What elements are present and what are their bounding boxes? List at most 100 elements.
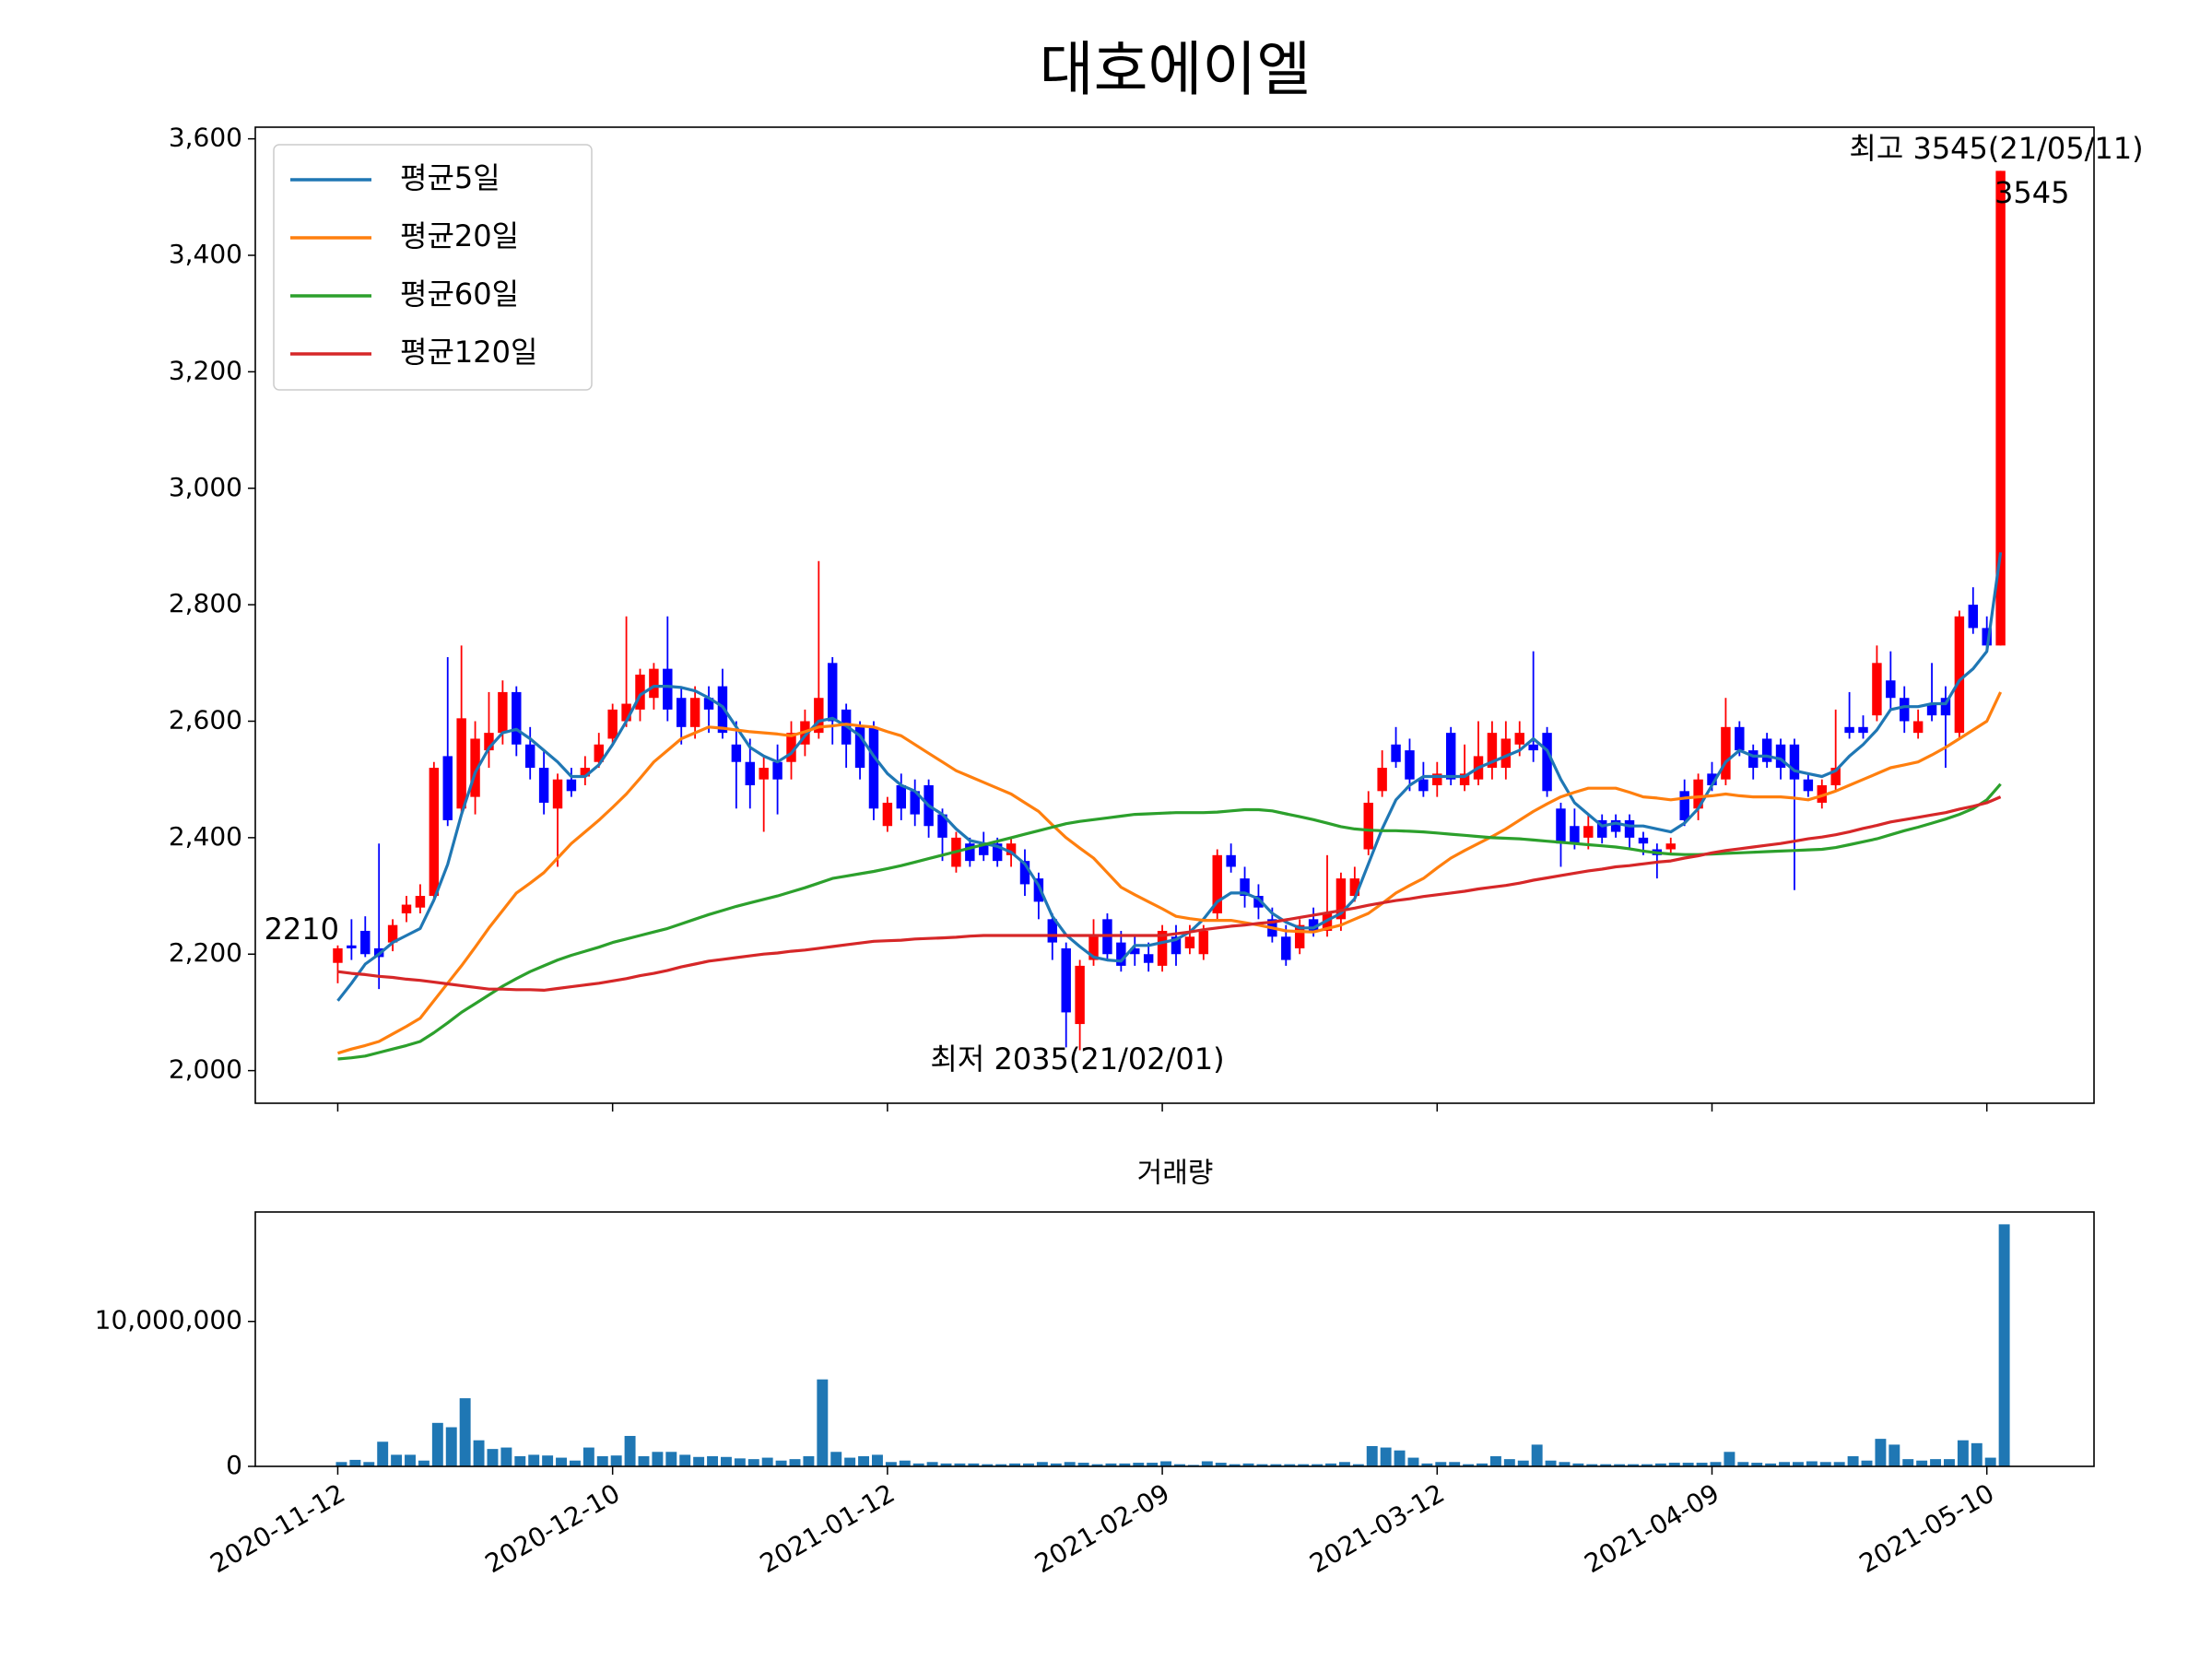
candle-body [814, 698, 824, 734]
volume-bar [431, 1422, 443, 1466]
volume-bar [1792, 1462, 1804, 1466]
volume-bar [1050, 1463, 1062, 1466]
volume-bar [405, 1454, 416, 1466]
volume-bar [940, 1463, 952, 1466]
candle-body [1240, 878, 1250, 897]
candle-body [786, 733, 796, 762]
candle-body [1047, 919, 1058, 943]
annotation: 3545 [1994, 175, 2069, 210]
volume-bar [1119, 1463, 1131, 1466]
volume-bar [995, 1464, 1007, 1466]
ma-line [337, 691, 2003, 1055]
volume-bar [542, 1455, 554, 1466]
candle-body [1006, 843, 1017, 855]
volume-bar [1133, 1463, 1145, 1466]
volume-bar [1077, 1463, 1089, 1466]
candle-body [1954, 616, 1965, 734]
volume-bar [1284, 1464, 1296, 1466]
candle-body [1088, 936, 1099, 960]
volume-bar [1256, 1464, 1268, 1466]
volume-bar [1957, 1440, 1969, 1466]
legend-label: 평균20일 [400, 218, 519, 253]
volume-bar [1737, 1462, 1749, 1466]
y-tick-label: 2,000 [169, 1054, 242, 1085]
volume-bar [1338, 1462, 1350, 1466]
volume-bar [1147, 1463, 1159, 1466]
candle-body [498, 691, 508, 734]
candle-body [1130, 947, 1140, 955]
volume-bar [1779, 1462, 1791, 1466]
volume-bar [1064, 1462, 1076, 1466]
volume-bar [720, 1456, 732, 1466]
annotation: 2210 [265, 912, 339, 947]
candle-body [1900, 698, 1910, 722]
candle-body [524, 744, 535, 769]
candle-body [1116, 942, 1126, 966]
volume-bar [968, 1463, 980, 1466]
volume-bar [1352, 1464, 1364, 1466]
volume-bar [1312, 1464, 1324, 1466]
y-tick-label: 2,200 [169, 937, 242, 968]
volume-bar [775, 1460, 787, 1466]
candle-body [1528, 744, 1538, 751]
candle-body [1418, 779, 1429, 792]
volume-bar [1710, 1462, 1722, 1466]
candle-body [854, 726, 865, 769]
ma-line [337, 782, 2002, 1061]
volume-bar [1930, 1459, 1942, 1466]
candle-body [333, 947, 343, 963]
volume-bar [1806, 1461, 1818, 1466]
volume-bar [858, 1455, 870, 1466]
candle-body [1789, 744, 1800, 780]
volume-bar [1614, 1464, 1626, 1466]
candle-body [828, 663, 838, 722]
volume-bar [1477, 1463, 1488, 1466]
volume-bar [1984, 1457, 1996, 1466]
candle-body [677, 698, 687, 727]
candle-body [1761, 738, 1772, 762]
candle-body [1459, 773, 1470, 786]
volume-bar [1847, 1455, 1859, 1466]
candle-body [1391, 744, 1401, 762]
volume-bar [1971, 1442, 1983, 1466]
volume-bar [596, 1455, 608, 1466]
candle-body [1844, 726, 1854, 734]
candle-body [415, 896, 426, 908]
candle-body [663, 668, 673, 710]
candle-body [1487, 733, 1498, 769]
candle-body [1872, 663, 1882, 716]
volume-y-tick-label: 10,000,000 [95, 1305, 242, 1335]
candle-body [1157, 930, 1168, 966]
volume-bar [1407, 1457, 1419, 1466]
candle-body [703, 698, 714, 710]
legend-label: 평균60일 [400, 276, 519, 312]
volume-bar [1394, 1450, 1406, 1466]
candle-body [442, 756, 453, 820]
volume-bar [1380, 1447, 1392, 1466]
volume-bar [1944, 1459, 1955, 1466]
volume-bar [556, 1457, 567, 1466]
candle-body [429, 768, 440, 897]
volume-bar [1875, 1439, 1887, 1466]
volume-bar [1174, 1464, 1185, 1466]
volume-bar [582, 1447, 594, 1466]
candle-body [552, 779, 563, 809]
candle-body [965, 843, 975, 862]
candle-body [1212, 854, 1222, 914]
volume-bar [445, 1427, 457, 1466]
candle-body [1542, 733, 1552, 792]
volume-title: 거래량 [1137, 1158, 1214, 1190]
volume-bar [1023, 1463, 1034, 1466]
candle-body [1405, 750, 1415, 780]
volume-bar [872, 1454, 883, 1466]
candle-body [1912, 721, 1924, 734]
candle-body [456, 718, 466, 809]
volume-bar [652, 1452, 664, 1466]
candle-body [772, 761, 782, 780]
volume-bar [391, 1454, 403, 1466]
volume-bar [1036, 1462, 1048, 1466]
volume-bar [789, 1459, 801, 1466]
volume-bar [1545, 1460, 1557, 1466]
volume-bar [349, 1459, 361, 1466]
